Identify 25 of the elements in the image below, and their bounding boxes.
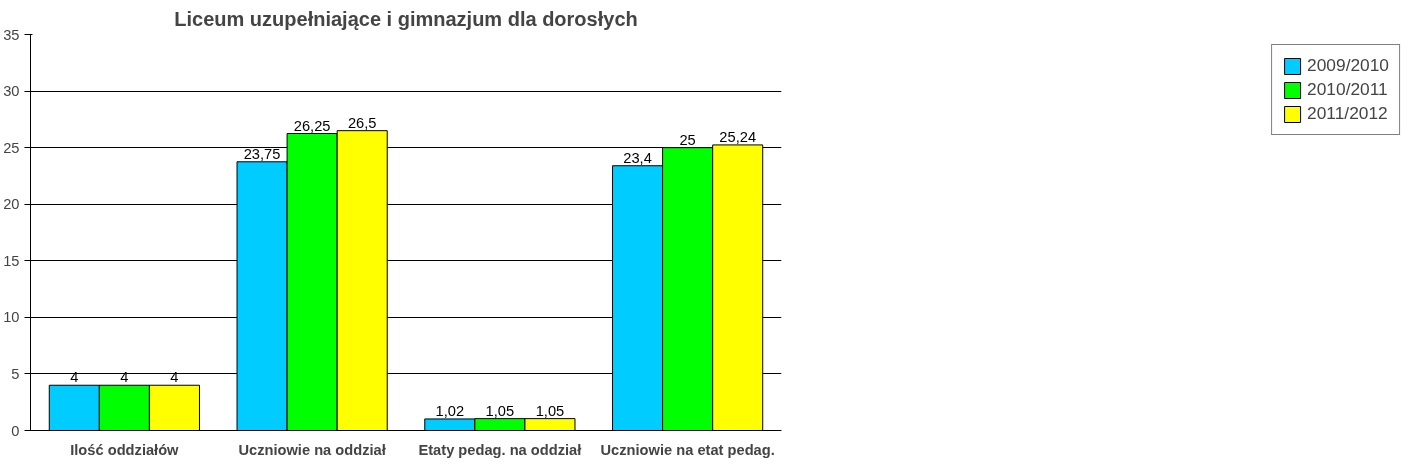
text: 23,75 [243,145,281,162]
x-tick-label: Uczniowie na oddział [238,441,386,458]
y-tick-label: 0 [11,422,20,439]
text: 23,4 [623,149,652,166]
legend-label: 2009/2010 [1307,55,1389,76]
y-tick-label: 35 [3,26,20,43]
x-tick-label: Etaty pedag. na oddział [418,441,582,458]
chart-title: Liceum uzupełniające i gimnazjum dla dorosłych [174,7,638,30]
y-tick-label: 20 [3,196,20,213]
legend-label: 2010/2011 [1307,79,1388,100]
text: 25 [679,131,696,148]
x-tick-label: Ilość oddziałów [70,441,180,458]
text: 1,05 [535,402,565,419]
text: 25,24 [719,128,757,145]
y-tick-label: 15 [3,252,20,269]
y-tick-label: 5 [11,365,20,382]
text: 1,05 [485,402,515,419]
legend-label: 2011/2012 [1307,103,1388,124]
y-tick-label: 10 [3,309,20,326]
text: 26,5 [347,114,377,131]
y-tick-label: 30 [3,83,20,100]
x-tick-label: Uczniowie na etat pedag. [600,441,775,458]
y-tick-label: 25 [3,139,20,156]
text: 26,25 [293,117,331,134]
text: 1,02 [435,402,465,419]
